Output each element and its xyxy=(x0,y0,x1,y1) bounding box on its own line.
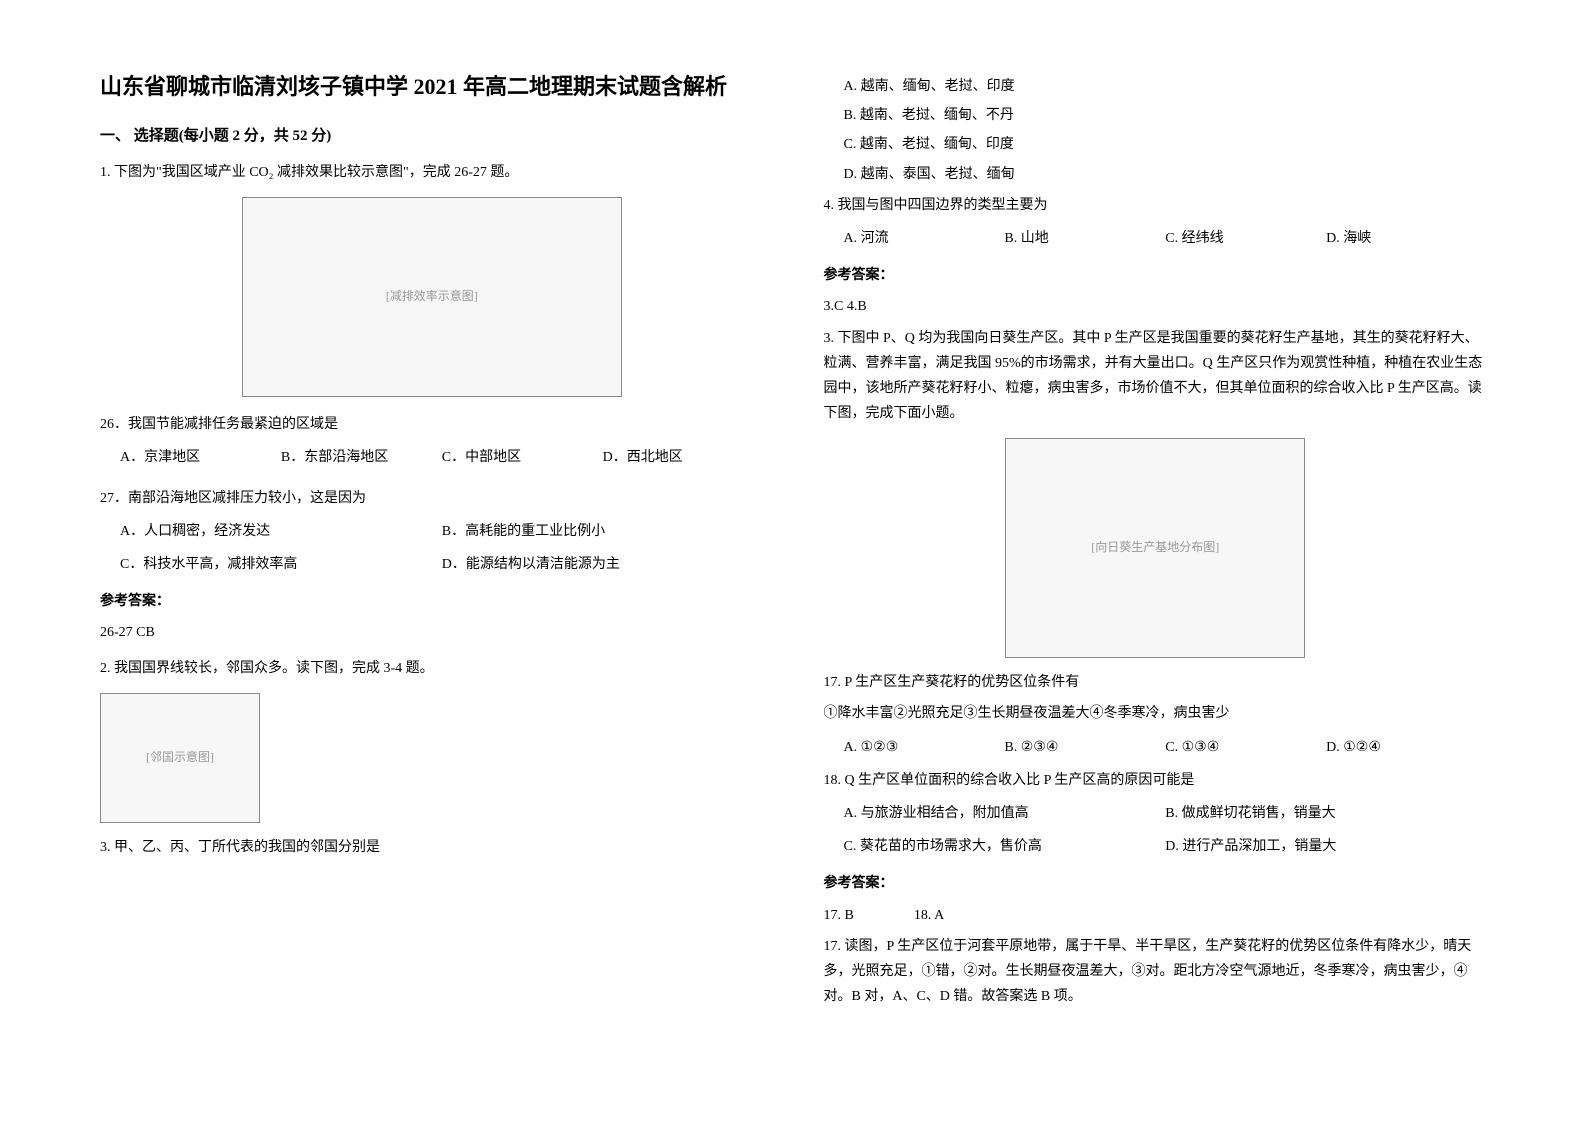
q17-options: A. ①②③ B. ②③④ C. ①③④ D. ①②④ xyxy=(824,735,1488,760)
explain-17: 17. 读图，P 生产区位于河套平原地带，属于干旱、半干旱区，生产葵花籽的优势区… xyxy=(824,934,1488,1010)
figure-neighbor-map: [邻国示意图] xyxy=(100,693,260,823)
q17-opt-c: C. ①③④ xyxy=(1165,735,1326,760)
q3b-lead: 3. 下图中 P、Q 均为我国向日葵生产区。其中 P 生产区是我国重要的葵花籽生… xyxy=(824,326,1488,427)
q26-options: A．京津地区 B．东部沿海地区 C．中部地区 D．西北地区 xyxy=(100,445,764,470)
figure-3-label: [向日葵生产基地分布图] xyxy=(1091,537,1219,559)
q27-options-row2: C．科技水平高，减排效率高 D．能源结构以清洁能源为主 xyxy=(100,552,764,577)
q27-opt-a: A．人口稠密，经济发达 xyxy=(120,519,442,544)
page-container: 山东省聊城市临清刘垓子镇中学 2021 年高二地理期末试题含解析 一、 选择题(… xyxy=(100,70,1487,1072)
q3-text: 3. 甲、乙、丙、丁所代表的我国的邻国分别是 xyxy=(100,835,764,860)
q27-opt-d: D．能源结构以清洁能源为主 xyxy=(442,552,764,577)
q4-opt-c: C. 经纬线 xyxy=(1165,226,1326,251)
q18-opt-d: D. 进行产品深加工，销量大 xyxy=(1165,834,1487,859)
figure-1-label: [减排效率示意图] xyxy=(386,286,478,308)
answer-17: 17. B xyxy=(824,903,854,928)
q18-options-row1: A. 与旅游业相结合，附加值高 B. 做成鲜切花销售，销量大 xyxy=(824,801,1488,826)
answer-3-4: 3.C 4.B xyxy=(824,294,1488,319)
section-1-heading: 一、 选择题(每小题 2 分，共 52 分) xyxy=(100,123,764,150)
answer-heading-1: 参考答案： xyxy=(100,589,764,614)
q3-options: A. 越南、缅甸、老挝、印度 B. 越南、老挝、缅甸、不丹 C. 越南、老挝、缅… xyxy=(824,74,1488,187)
q18-opt-b: B. 做成鲜切花销售，销量大 xyxy=(1165,801,1487,826)
q26-text: 26．我国节能减排任务最紧迫的区域是 xyxy=(100,412,764,437)
q4-opt-d: D. 海峡 xyxy=(1326,226,1487,251)
answer-26-27: 26-27 CB xyxy=(100,620,764,645)
q26-opt-a: A．京津地区 xyxy=(120,445,281,470)
q17-opt-b: B. ②③④ xyxy=(1004,735,1165,760)
document-title: 山东省聊城市临清刘垓子镇中学 2021 年高二地理期末试题含解析 xyxy=(100,70,764,103)
q4-options: A. 河流 B. 山地 C. 经纬线 D. 海峡 xyxy=(824,226,1488,251)
q3-opt-c: C. 越南、老挝、缅甸、印度 xyxy=(844,132,1488,157)
right-column: A. 越南、缅甸、老挝、印度 B. 越南、老挝、缅甸、不丹 C. 越南、老挝、缅… xyxy=(824,70,1488,1072)
q4-opt-b: B. 山地 xyxy=(1004,226,1165,251)
figure-co2-chart: [减排效率示意图] xyxy=(242,197,622,397)
q18-opt-c: C. 葵花苗的市场需求大，售价高 xyxy=(844,834,1166,859)
q4-opt-a: A. 河流 xyxy=(844,226,1005,251)
figure-sunflower-map: [向日葵生产基地分布图] xyxy=(1005,438,1305,658)
q27-text: 27．南部沿海地区减排压力较小，这是因为 xyxy=(100,486,764,511)
q27-opt-c: C．科技水平高，减排效率高 xyxy=(120,552,442,577)
q18-options-row2: C. 葵花苗的市场需求大，售价高 D. 进行产品深加工，销量大 xyxy=(824,834,1488,859)
q26-opt-d: D．西北地区 xyxy=(603,445,764,470)
q18-opt-a: A. 与旅游业相结合，附加值高 xyxy=(844,801,1166,826)
figure-2-label: [邻国示意图] xyxy=(146,747,214,769)
q17-text: 17. P 生产区生产葵花籽的优势区位条件有 xyxy=(824,670,1488,695)
q17-opt-d: D. ①②④ xyxy=(1326,735,1487,760)
answer-heading-2: 参考答案： xyxy=(824,263,1488,288)
q26-opt-c: C．中部地区 xyxy=(442,445,603,470)
q27-opt-b: B．高耗能的重工业比例小 xyxy=(442,519,764,544)
q1-lead: 1. 下图为"我国区域产业 CO₂ 减排效果比较示意图"，完成 26-27 题。 xyxy=(100,160,764,185)
q17-opt-a: A. ①②③ xyxy=(844,735,1005,760)
q3-opt-a: A. 越南、缅甸、老挝、印度 xyxy=(844,74,1488,99)
answer-17-18: 17. B 18. A xyxy=(824,903,1488,928)
answer-18: 18. A xyxy=(914,903,944,928)
q2-lead: 2. 我国国界线较长，邻国众多。读下图，完成 3-4 题。 xyxy=(100,656,764,681)
q4-text: 4. 我国与图中四国边界的类型主要为 xyxy=(824,193,1488,218)
q27-options-row1: A．人口稠密，经济发达 B．高耗能的重工业比例小 xyxy=(100,519,764,544)
q17-sub: ①降水丰富②光照充足③生长期昼夜温差大④冬季寒冷，病虫害少 xyxy=(824,701,1488,726)
q3-opt-d: D. 越南、泰国、老挝、缅甸 xyxy=(844,162,1488,187)
q18-text: 18. Q 生产区单位面积的综合收入比 P 生产区高的原因可能是 xyxy=(824,768,1488,793)
q26-opt-b: B．东部沿海地区 xyxy=(281,445,442,470)
q3-opt-b: B. 越南、老挝、缅甸、不丹 xyxy=(844,103,1488,128)
left-column: 山东省聊城市临清刘垓子镇中学 2021 年高二地理期末试题含解析 一、 选择题(… xyxy=(100,70,764,1072)
answer-heading-3: 参考答案： xyxy=(824,871,1488,896)
